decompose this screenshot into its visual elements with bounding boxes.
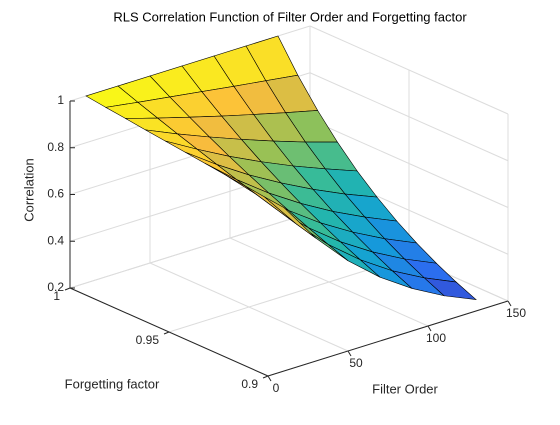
y-tick-label: 1 — [53, 289, 60, 303]
y-axis-label: Forgetting factor — [65, 376, 160, 391]
y-axis — [69, 287, 269, 377]
x-tick — [427, 325, 432, 332]
x-tick — [347, 350, 352, 357]
z-tick-label: 0.2 — [47, 280, 64, 294]
chart-title: RLS Correlation Function of Filter Order… — [113, 9, 467, 24]
y-tick-label: 0.9 — [241, 377, 258, 391]
grid-line — [309, 25, 509, 115]
grid-line — [309, 72, 509, 162]
z-tick-label: 0.8 — [47, 140, 64, 154]
z-axis-label: Correlation — [21, 158, 36, 222]
y-tick — [262, 375, 269, 379]
x-tick — [267, 375, 272, 382]
x-axis — [267, 300, 509, 377]
x-tick-label: 50 — [349, 356, 363, 370]
y-tick — [64, 287, 71, 291]
x-tick-label: 100 — [426, 331, 446, 345]
x-tick-label: 0 — [273, 381, 280, 395]
x-axis-label: Filter Order — [372, 381, 438, 396]
grid-line — [309, 119, 509, 208]
x-tick-label: 150 — [506, 306, 526, 320]
z-tick-label: 0.4 — [47, 233, 64, 247]
grid-line — [69, 212, 311, 289]
y-tick-label: 0.95 — [136, 333, 160, 347]
surface-patch — [264, 196, 317, 239]
z-tick-label: 0.6 — [47, 187, 64, 201]
y-tick — [163, 331, 170, 335]
z-tick-label: 1 — [57, 93, 64, 107]
x-tick — [507, 300, 512, 307]
